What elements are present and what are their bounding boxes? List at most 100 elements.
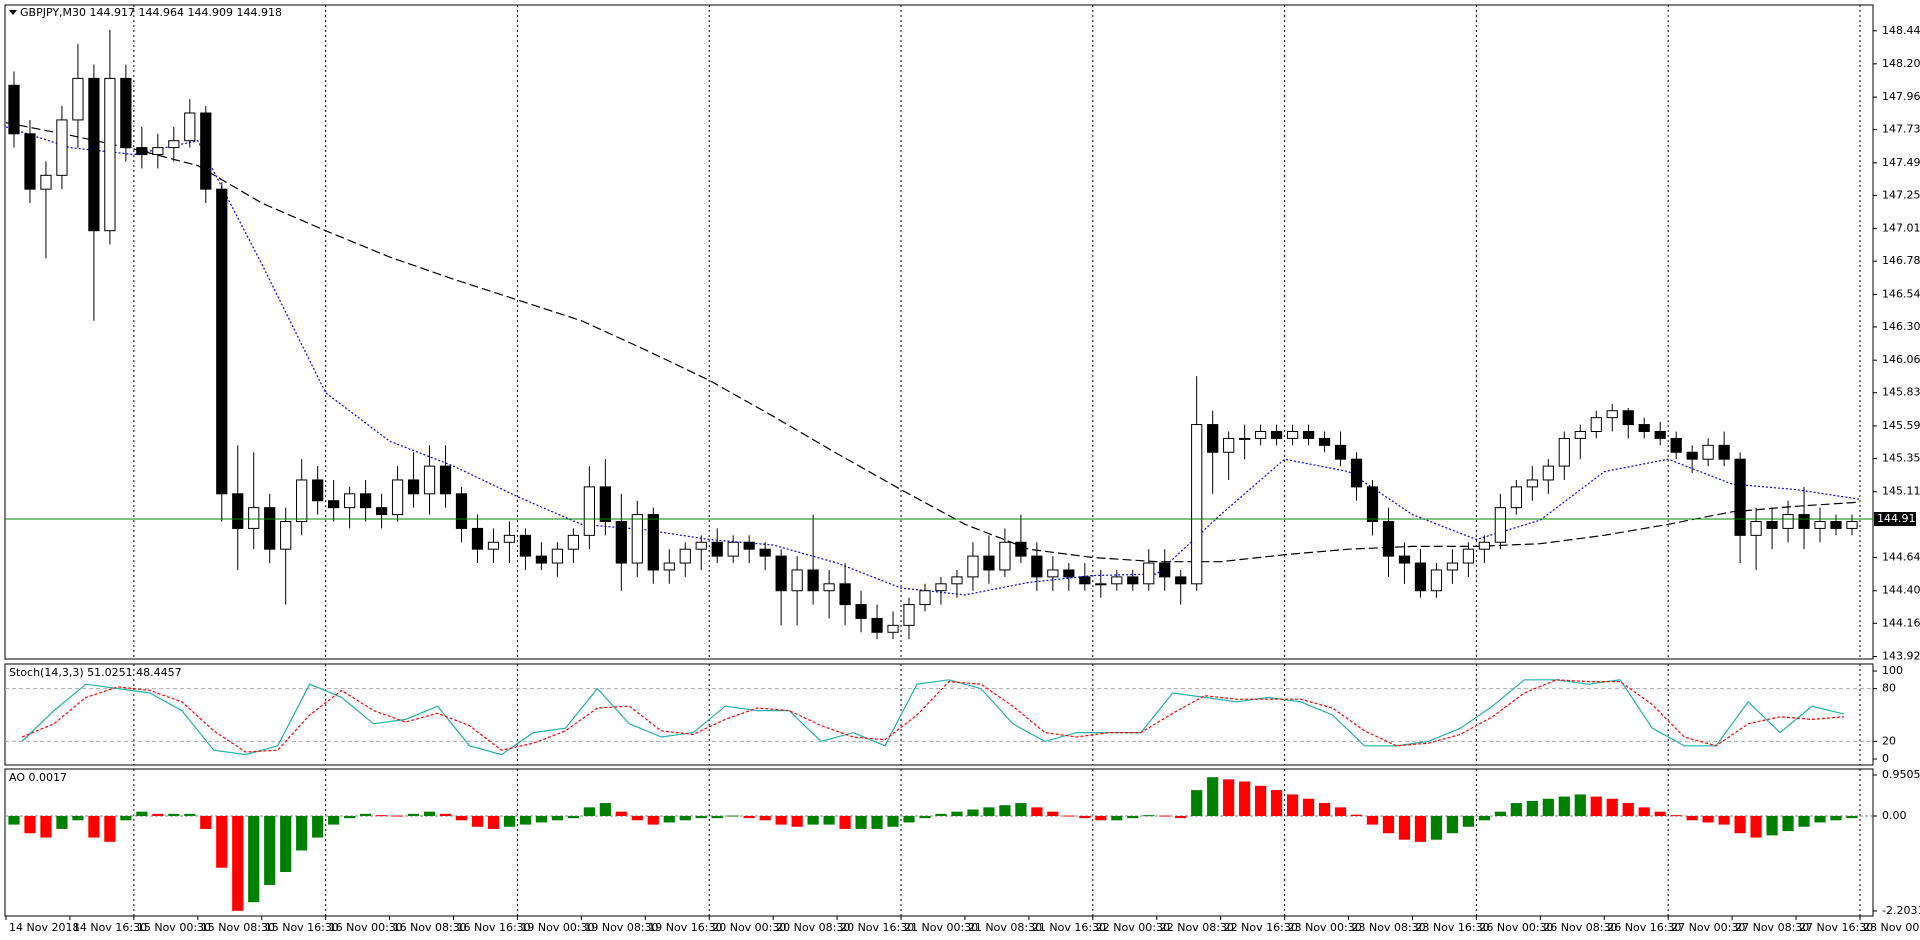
candle-body <box>375 507 388 516</box>
x-tick-label: 27 Nov 16:30 <box>1799 921 1873 934</box>
candle-body <box>967 555 979 578</box>
y-tick-label: 0.00 <box>1882 809 1907 822</box>
ao-bar <box>1606 798 1618 816</box>
candle-body <box>1846 520 1858 529</box>
ao-bar <box>1430 815 1443 840</box>
y-tick-label: 145.590 <box>1882 419 1920 432</box>
ao-bar <box>583 807 595 816</box>
candle-body <box>727 541 739 557</box>
y-tick-label: -2.2031 <box>1882 904 1920 917</box>
y-tick-label: 145.115 <box>1882 485 1920 498</box>
x-tick-label: 23 Nov 00:30 <box>1288 921 1362 934</box>
candle-body <box>1095 583 1107 586</box>
ao-bar <box>312 815 324 838</box>
x-tick-label: 22 Nov 16:30 <box>1224 921 1298 934</box>
y-tick-label: 146.780 <box>1882 254 1920 267</box>
symbol: GBPJPY,M30 <box>20 6 86 19</box>
ao-bar <box>152 813 164 816</box>
ao-bar <box>535 815 548 823</box>
candle-body <box>1430 569 1443 592</box>
ao-bar <box>615 811 627 816</box>
ao-bar <box>1526 800 1538 816</box>
ao-bar <box>1718 815 1730 825</box>
ao-title: AO <box>9 771 25 784</box>
candle-body <box>1127 576 1139 585</box>
candle-body <box>823 583 835 592</box>
candle-body <box>120 77 132 149</box>
y-tick-label: 143.925 <box>1882 650 1920 663</box>
candle-body <box>1398 555 1411 564</box>
ao-bar <box>1398 815 1411 840</box>
ao-bar <box>1350 814 1363 816</box>
candle-body <box>1350 458 1363 488</box>
ao-bar <box>407 813 420 816</box>
collapse-icon[interactable] <box>9 10 17 15</box>
y-tick-label: 147.490 <box>1882 156 1920 169</box>
ao-bar <box>1191 790 1203 816</box>
ao-bar <box>791 815 803 827</box>
ao-bar <box>200 815 212 829</box>
candle-body <box>999 541 1011 571</box>
x-tick-label: 26 Nov 08:30 <box>1543 921 1617 934</box>
main-panel <box>4 4 1874 660</box>
candle-body <box>232 493 244 529</box>
ao-bar <box>1542 798 1554 816</box>
candle-body <box>1255 430 1267 439</box>
candle-body <box>1638 424 1650 432</box>
last-low: 144.909 <box>188 6 234 19</box>
ao-bar <box>999 805 1011 816</box>
main-header: GBPJPY,M30 144.917 144.964 144.909 144.9… <box>20 6 282 19</box>
ao-bar <box>1255 785 1267 816</box>
y-tick-label: 145.355 <box>1882 451 1920 464</box>
candle-body <box>775 555 787 592</box>
candle-body <box>551 548 564 564</box>
ao-bar <box>967 809 979 816</box>
candle-body <box>1782 514 1794 529</box>
candle-body <box>1510 486 1522 509</box>
moving-average <box>5 126 1861 596</box>
candle-body <box>1270 430 1283 439</box>
y-tick-label: 20 <box>1882 734 1896 747</box>
ao-bar <box>1031 807 1043 816</box>
candle-body <box>24 133 36 190</box>
x-tick-label: 20 Nov 00:30 <box>712 921 786 934</box>
ao-bar <box>1494 811 1506 816</box>
candle-body <box>152 147 164 156</box>
ao-bar <box>1207 777 1219 816</box>
candle-body <box>1079 576 1091 585</box>
ao-bar <box>184 813 196 816</box>
ao-bar <box>1127 815 1139 819</box>
ao-bar <box>1814 815 1826 823</box>
candle-body <box>1111 576 1123 585</box>
ao-bar <box>487 815 500 829</box>
ao-bar <box>887 815 899 827</box>
ao-bar <box>631 815 643 821</box>
candle-body <box>1574 430 1586 439</box>
candle-body <box>1814 520 1826 529</box>
ao-bar <box>296 815 308 851</box>
candle-body <box>1734 458 1746 536</box>
candle-body <box>1462 548 1475 564</box>
ao-bar <box>375 815 388 817</box>
candle-body <box>1223 437 1235 453</box>
candle-body <box>1526 479 1538 488</box>
ao-bar <box>360 813 372 816</box>
candle-body <box>631 514 643 564</box>
ao-bar <box>551 815 563 821</box>
candle-body <box>695 541 707 550</box>
ao-bar <box>1622 803 1634 816</box>
ao-bar <box>759 815 771 821</box>
last-open: 144.917 <box>90 6 136 19</box>
candle-body <box>647 514 659 571</box>
candle-body <box>1702 444 1714 460</box>
candle-body <box>567 534 579 550</box>
y-tick-label: 144.640 <box>1882 551 1920 564</box>
ao-bar <box>88 815 100 838</box>
moving-average <box>5 122 1861 563</box>
candle-body <box>1047 569 1059 578</box>
candle-body <box>679 548 691 564</box>
candle-body <box>583 486 595 536</box>
candle-body <box>1670 437 1682 453</box>
y-tick-label: 147.015 <box>1882 222 1920 235</box>
ao-bar <box>1462 815 1474 827</box>
